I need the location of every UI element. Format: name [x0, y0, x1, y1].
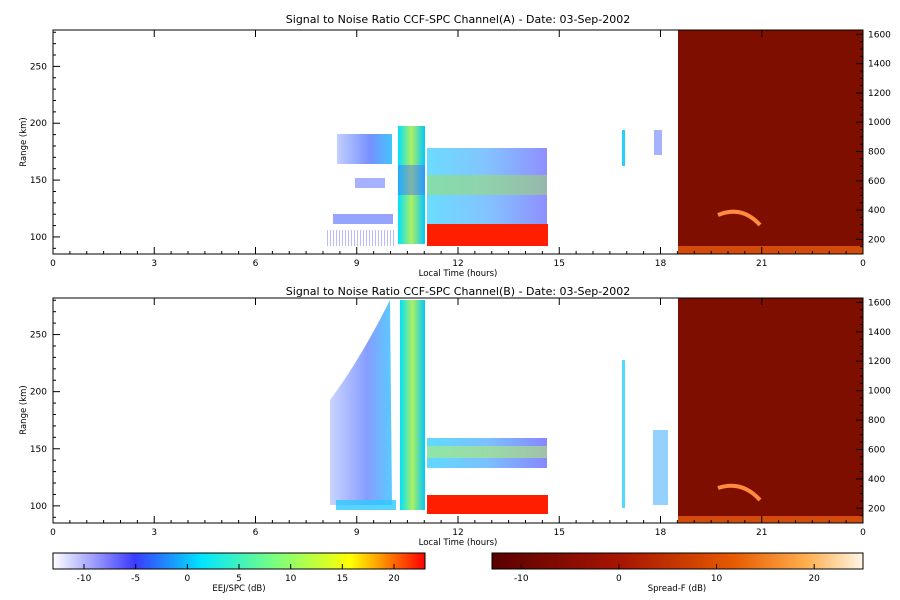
colorbar-ticks: -10 -5 0 5 10 15 20	[77, 564, 400, 584]
y2-tick-label: 200	[868, 235, 885, 245]
eej-patch	[653, 430, 668, 505]
y-tick-label: 150	[30, 176, 47, 186]
x-tick-label: 18	[655, 259, 667, 269]
y2-tick-label: 600	[868, 445, 885, 455]
panel-b: Signal to Noise Ratio CCF-SPC Channel(B)…	[19, 285, 891, 548]
x-tick-label: 0	[50, 528, 56, 538]
panel-b-data	[330, 298, 863, 523]
y2-tick-label: 800	[868, 148, 885, 158]
colorbar-tick-label: 20	[808, 574, 820, 584]
eej-red-layer	[427, 224, 548, 246]
y2-tick-label: 1400	[868, 60, 891, 70]
x-tick-label: 6	[253, 259, 259, 269]
colorbar-label: Spread-F (dB)	[648, 584, 706, 594]
y-tick-label: 200	[30, 388, 47, 398]
spread-f-region	[678, 298, 863, 523]
x-tick-label: 0	[860, 259, 866, 269]
y2-tick-label: 400	[868, 475, 885, 485]
eej-line	[622, 360, 625, 508]
colorbar-label: EEJ/SPC (dB)	[212, 584, 265, 594]
panel-a-axes: 0 3 6 9 12 15 18 21 0 100 150 200 250 200 400 600 800 100…	[30, 30, 891, 269]
panel-a-data	[325, 30, 863, 254]
y2-tick-label: 1600	[868, 298, 891, 308]
x-tick-label: 21	[756, 259, 767, 269]
eej-band	[427, 175, 547, 195]
x-tick-label: 9	[354, 528, 360, 538]
eej-column	[398, 126, 425, 244]
colorbar-tick-label: 10	[711, 574, 723, 584]
colorbar-ticks: -10 0 10 20	[514, 564, 820, 584]
y2-tick-label: 800	[868, 416, 885, 426]
colorbar-tick-label: -5	[131, 574, 140, 584]
colorbar-eej: -10 -5 0 5 10 15 20 EEJ/SPC (dB)	[52, 552, 426, 594]
y-tick-label: 250	[30, 62, 47, 72]
eej-patch	[330, 300, 392, 505]
y2-tick-label: 200	[868, 504, 885, 514]
y2-tick-label: 1600	[868, 30, 891, 40]
eej-patch	[337, 134, 392, 164]
eej-patch	[333, 214, 393, 224]
colorbar-tick-label: -10	[77, 574, 92, 584]
panel-a: Signal to Noise Ratio CCF-SPC Channel(A)…	[19, 13, 891, 279]
colorbar-tick-label: 15	[337, 574, 348, 584]
x-tick-label: 15	[554, 259, 565, 269]
x-tick-label: 3	[151, 259, 157, 269]
y2-tick-label: 1200	[868, 89, 891, 99]
x-axis-label: Local Time (hours)	[419, 538, 498, 548]
spread-f-region	[678, 30, 863, 254]
x-tick-label: 21	[756, 528, 767, 538]
spread-f-texture	[678, 298, 863, 523]
y2-tick-label: 400	[868, 206, 885, 216]
eej-red-layer	[427, 495, 548, 514]
colorbar-tick-label: 5	[236, 574, 242, 584]
x-tick-label: 12	[452, 528, 463, 538]
x-tick-label: 15	[554, 528, 565, 538]
chart-title: Signal to Noise Ratio CCF-SPC Channel(B)…	[286, 285, 630, 298]
y-axis-label: Range (km)	[19, 117, 29, 166]
panel-b-axes: 0 3 6 9 12 15 18 21 0 100 150 200 250 200 400 600 800 100…	[30, 298, 891, 538]
colorbar-tick-label: 10	[285, 574, 297, 584]
eej-streaks	[325, 230, 395, 246]
y-axis-label: Range (km)	[19, 385, 29, 434]
x-tick-label: 18	[655, 528, 667, 538]
chart-title: Signal to Noise Ratio CCF-SPC Channel(A)…	[286, 13, 630, 26]
spread-f-floor	[678, 516, 863, 523]
eej-band	[427, 446, 547, 458]
x-tick-label: 6	[253, 528, 259, 538]
x-tick-label: 0	[860, 528, 866, 538]
colorbar-tick-label: 0	[184, 574, 190, 584]
y-tick-label: 100	[30, 233, 47, 243]
y-tick-label: 200	[30, 119, 47, 129]
x-axis-label: Local Time (hours)	[419, 269, 498, 279]
eej-patch	[355, 178, 385, 188]
y2-tick-label: 1000	[868, 118, 891, 128]
spread-f-trace	[717, 209, 762, 227]
y2-tick-label: 1000	[868, 387, 891, 397]
eej-patch	[336, 500, 396, 510]
colorbar-spread-f: -10 0 10 20 Spread-F (dB)	[491, 552, 864, 594]
colorbar-tick-label: -10	[514, 574, 529, 584]
x-tick-label: 0	[50, 259, 56, 269]
y2-tick-label: 600	[868, 177, 885, 187]
colorbar-gradient	[491, 552, 864, 570]
spread-f-floor	[678, 246, 863, 254]
eej-column-band	[398, 165, 425, 195]
y-tick-label: 100	[30, 502, 47, 512]
x-tick-label: 9	[354, 259, 360, 269]
y2-tick-label: 1400	[868, 328, 891, 338]
y2-tick-label: 1200	[868, 357, 891, 367]
x-tick-label: 3	[151, 528, 157, 538]
eej-patch	[654, 130, 662, 155]
x-tick-label: 12	[452, 259, 463, 269]
eej-line	[622, 130, 625, 166]
y-tick-label: 250	[30, 331, 47, 341]
spread-f-trace	[717, 483, 762, 502]
colorbar-tick-label: 0	[616, 574, 622, 584]
y-tick-label: 150	[30, 445, 47, 455]
eej-column	[400, 300, 425, 510]
colorbar-tick-label: 20	[388, 574, 400, 584]
spread-f-texture	[678, 30, 863, 254]
